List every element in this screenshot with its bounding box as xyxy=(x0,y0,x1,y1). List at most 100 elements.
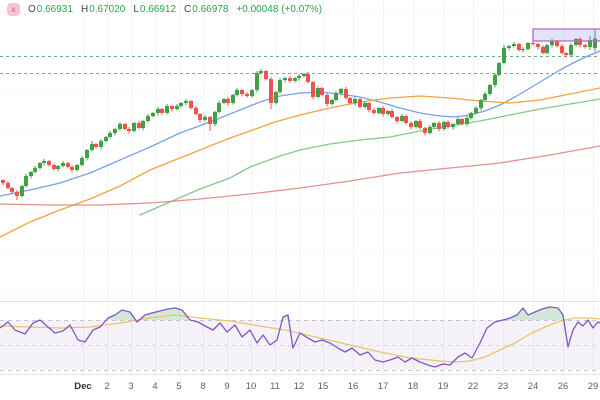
candle-body xyxy=(1,180,5,183)
candle-body xyxy=(170,106,174,109)
symbol-logo-icon[interactable]: x xyxy=(7,3,20,16)
candle-body xyxy=(456,119,460,124)
time-axis-label: 5 xyxy=(176,381,182,392)
candle-body xyxy=(137,123,141,128)
candle-body xyxy=(146,116,150,121)
rsi-overbought-area xyxy=(139,308,190,320)
candle-body xyxy=(517,44,521,50)
candle-body xyxy=(113,129,117,133)
candle-body xyxy=(330,100,334,104)
candle-body xyxy=(203,117,207,120)
candle-body xyxy=(560,46,564,53)
candle-body xyxy=(29,172,33,176)
candle-body xyxy=(194,108,198,114)
candle-body xyxy=(583,45,587,47)
candle-body xyxy=(574,39,578,45)
time-axis-label: 3 xyxy=(128,381,134,392)
time-axis-label: 11 xyxy=(270,381,280,392)
candle-body xyxy=(264,71,268,79)
candle-body xyxy=(423,128,427,133)
candle-body xyxy=(302,74,306,76)
candle-body xyxy=(507,46,511,48)
candle-body xyxy=(85,150,89,158)
candle-body xyxy=(474,108,478,113)
legend-open: O 0.66931 xyxy=(28,4,73,15)
candle-body xyxy=(339,89,343,93)
time-axis-label: 12 xyxy=(293,381,305,392)
candle-body xyxy=(432,123,436,127)
candle-body xyxy=(497,63,501,75)
candle-body xyxy=(320,88,324,95)
candle-body xyxy=(151,113,155,116)
candle-body xyxy=(175,106,179,109)
candle-body xyxy=(550,41,554,45)
candle-body xyxy=(555,41,559,46)
candle-body xyxy=(541,47,545,53)
candle-body xyxy=(493,75,497,85)
candle-body xyxy=(269,79,273,103)
candle-body xyxy=(386,111,390,114)
candle-body xyxy=(465,118,469,124)
legend-close: C 0.66978 xyxy=(184,4,229,15)
time-axis-label: 16 xyxy=(347,381,359,392)
candle-body xyxy=(521,49,525,50)
time-axis-label: 17 xyxy=(377,381,389,392)
candle-body xyxy=(235,90,239,95)
candle-body xyxy=(381,108,385,114)
time-axis-label: Dec xyxy=(74,381,92,392)
time-axis-label: 18 xyxy=(407,381,419,392)
candle-body xyxy=(325,95,329,104)
candle-body xyxy=(353,99,357,103)
candle-body xyxy=(250,90,254,96)
candle-body xyxy=(226,99,230,103)
candle-body xyxy=(311,82,315,97)
candle-body xyxy=(428,127,432,133)
candle-body xyxy=(189,101,193,108)
candle-body xyxy=(70,167,74,170)
ma-layer xyxy=(0,50,600,238)
candle-body xyxy=(245,94,249,96)
time-axis-label: 9 xyxy=(224,381,230,392)
candle-body xyxy=(367,103,371,110)
grid-layer xyxy=(0,0,600,373)
candle-body xyxy=(217,103,221,112)
candle-body xyxy=(297,76,301,78)
ohlc-legend: x O 0.66931 H 0.67020 L 0.66912 C 0.66978 +0… xyxy=(7,3,322,16)
candle-body xyxy=(24,176,28,186)
candle-body xyxy=(52,165,56,169)
candle-body xyxy=(316,88,320,97)
candle-body xyxy=(165,106,169,113)
candle-body xyxy=(569,45,573,55)
rsi-overbought-area xyxy=(282,315,289,320)
candle-body xyxy=(404,116,408,123)
candle-body xyxy=(588,40,592,47)
candle-body xyxy=(20,186,24,196)
candle-body xyxy=(15,192,19,196)
candle-body xyxy=(132,123,136,131)
candle-body xyxy=(255,73,259,90)
candle-body xyxy=(306,74,310,82)
rsi-line xyxy=(0,306,600,368)
candle-body xyxy=(293,78,297,81)
candle-body xyxy=(127,129,131,131)
candle-body xyxy=(502,48,506,63)
time-axis-label: 8 xyxy=(200,381,206,392)
candle-body xyxy=(288,78,292,81)
rsi-overbought-area xyxy=(106,310,136,320)
time-axis[interactable]: Dec 2 3 4 5 8 9 10 11 12 15 16 17 18 19 22 23 24 26 29 xyxy=(0,374,600,400)
candle-body xyxy=(469,113,473,118)
candle-body xyxy=(460,119,464,124)
candle-body xyxy=(6,183,10,188)
candle-body xyxy=(90,144,94,150)
time-axis-label: 29 xyxy=(587,381,599,392)
candle-body xyxy=(283,78,287,80)
candle-body xyxy=(56,166,60,169)
candle-body xyxy=(274,92,278,103)
candle-body xyxy=(358,99,362,107)
candle-body xyxy=(222,99,226,103)
candle-body xyxy=(61,163,65,166)
candle-body xyxy=(184,101,188,103)
drawing-rectangle[interactable] xyxy=(532,28,600,42)
